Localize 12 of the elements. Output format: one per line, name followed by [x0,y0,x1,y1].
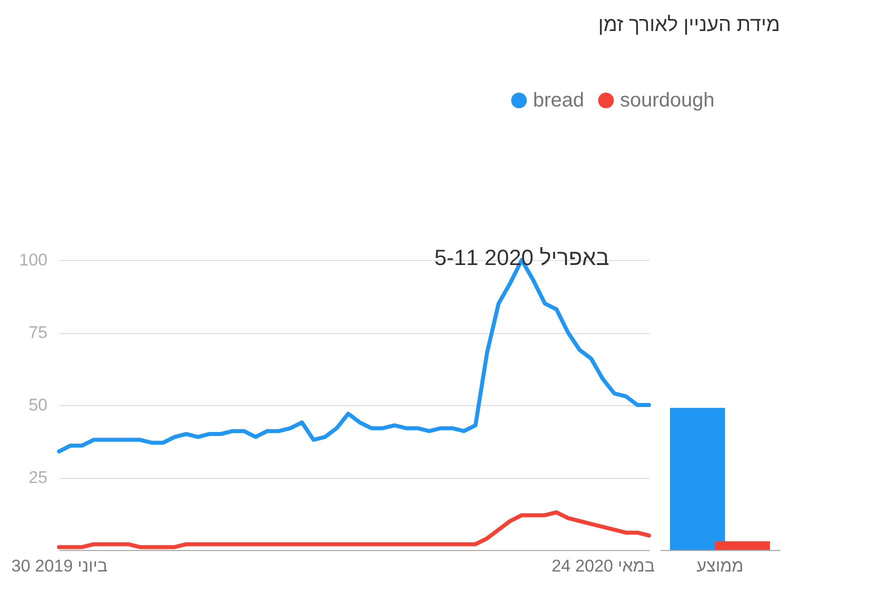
x-tick-label: 24 במאי 2020 [552,556,655,576]
legend-label: bread [533,89,584,112]
y-tick-label: 25 [28,468,48,487]
legend-label: sourdough [620,89,715,112]
y-tick-label: 75 [28,323,48,342]
y-tick-label: 100 [19,250,48,270]
x-tick-label: ממוצע [696,556,744,576]
line-series [57,510,651,550]
chart-title: מידת העניין לאורך זמן [598,14,780,36]
x-tick-label: 30 ביוני 2019 [11,556,108,576]
y-tick-label: 50 [28,396,48,414]
annotation: 5-11 באפריל 2020 [434,245,610,270]
